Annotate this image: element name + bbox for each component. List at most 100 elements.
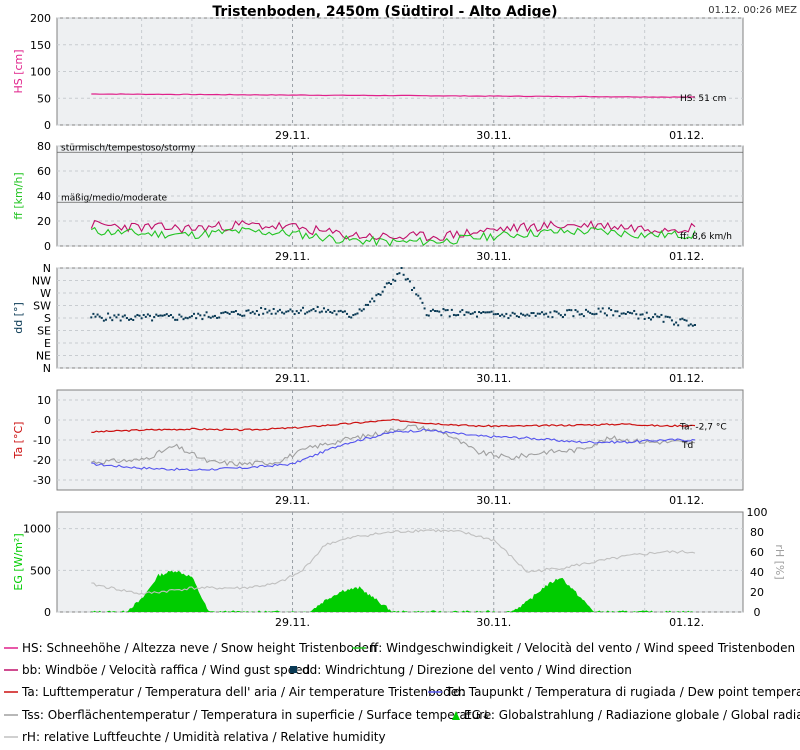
dd-point [427, 314, 430, 317]
dd-point [467, 311, 470, 314]
dd-point [266, 311, 269, 314]
dd-point [199, 314, 202, 317]
dd-point [366, 303, 369, 306]
dd-point [125, 317, 128, 320]
dd-point [570, 309, 573, 312]
dd-point [637, 317, 640, 320]
dd-point [153, 316, 156, 319]
dd-point [92, 312, 95, 315]
dd-point [299, 309, 302, 312]
dd-point [193, 312, 196, 315]
dd-point [396, 273, 399, 276]
panel-radiation: 29.11. 30.11. 01.12. 0 500 1000 0 20 40 60 80 100 EG… [12, 506, 786, 629]
dd-point [107, 312, 110, 315]
dd-point [394, 279, 397, 282]
dd-point [253, 312, 256, 315]
dd-point [155, 313, 158, 316]
dd-point [654, 313, 657, 316]
x-tick-label: 30.11. [476, 494, 511, 507]
dd-point [459, 310, 462, 313]
chart-title: Tristenboden, 2450m (Südtirol - Alto Adi… [212, 4, 557, 20]
bb-line [90, 219, 696, 242]
dd-point [111, 319, 114, 322]
dd-point [188, 316, 191, 319]
dd-point [213, 314, 216, 317]
dd-point [641, 313, 644, 316]
dd-point [180, 315, 183, 318]
y-right-tick-label: 60 [750, 546, 764, 559]
dd-point [159, 314, 162, 317]
dd-point [425, 314, 428, 317]
dd-point [230, 310, 233, 313]
dd-point [247, 309, 250, 312]
threshold-label: stürmisch/tempestoso/stormy [61, 143, 196, 153]
y-axis-label: Ta [°C] [12, 422, 25, 460]
dd-point [647, 316, 650, 319]
dd-point [547, 315, 550, 318]
dd-point [538, 312, 541, 315]
dd-point [144, 315, 147, 318]
tss-line [91, 424, 696, 467]
dd-point [660, 313, 663, 316]
dd-point [341, 311, 344, 314]
dd-point [543, 313, 546, 316]
dd-point [522, 313, 525, 316]
dd-point [285, 310, 288, 313]
dd-point [509, 314, 512, 317]
dd-point [545, 312, 548, 315]
dd-point [205, 311, 208, 314]
dd-point [455, 314, 458, 317]
dd-point [689, 323, 692, 326]
dd-point [169, 313, 172, 316]
y-axis-label: dd [°] [12, 302, 25, 334]
dd-point [564, 313, 567, 316]
dd-point [421, 301, 424, 304]
dd-point [385, 282, 388, 285]
dd-point [337, 310, 340, 313]
y-tick-label: 80 [37, 140, 51, 153]
dd-point [687, 324, 690, 327]
dd-point [333, 310, 336, 313]
dd-point [167, 314, 170, 317]
dd-point [626, 311, 629, 314]
dd-point [652, 316, 655, 319]
dd-point [610, 309, 613, 312]
dd-point [411, 288, 414, 291]
dd-point [624, 312, 627, 315]
y-tick-label: 60 [37, 165, 51, 178]
x-tick-label: 01.12. [669, 250, 704, 263]
dd-point [203, 314, 206, 317]
dd-point [400, 267, 403, 269]
y-axis-label: rH [%] [773, 544, 786, 579]
dd-point [668, 316, 671, 319]
dd-point [138, 314, 141, 317]
dd-point [574, 309, 577, 312]
dd-point [346, 312, 349, 315]
dd-point [381, 290, 384, 293]
x-tick-label: 30.11. [476, 616, 511, 629]
dd-point [234, 310, 237, 313]
dd-point [293, 313, 296, 316]
dd-point [182, 318, 185, 321]
dd-point [505, 312, 508, 315]
dd-point [469, 312, 472, 315]
dd-point [329, 310, 332, 313]
dd-point [649, 318, 652, 321]
dd-point [226, 311, 229, 314]
dd-point [402, 273, 405, 276]
dd-point [608, 307, 611, 310]
dd-point [645, 311, 648, 314]
dd-point [281, 311, 284, 314]
rh-line [91, 529, 696, 596]
dd-point [488, 311, 491, 314]
dd-point [478, 311, 481, 314]
dd-point [605, 314, 608, 317]
ta-annotation: Ta: -2,7 °C [679, 422, 727, 432]
y-tick-label: 1000 [23, 523, 51, 536]
dd-point [670, 319, 673, 322]
y-tick-label: 0 [44, 606, 51, 619]
dd-point [335, 313, 338, 316]
dd-point [658, 315, 661, 318]
dd-point [270, 312, 273, 315]
dd-point [224, 311, 227, 314]
